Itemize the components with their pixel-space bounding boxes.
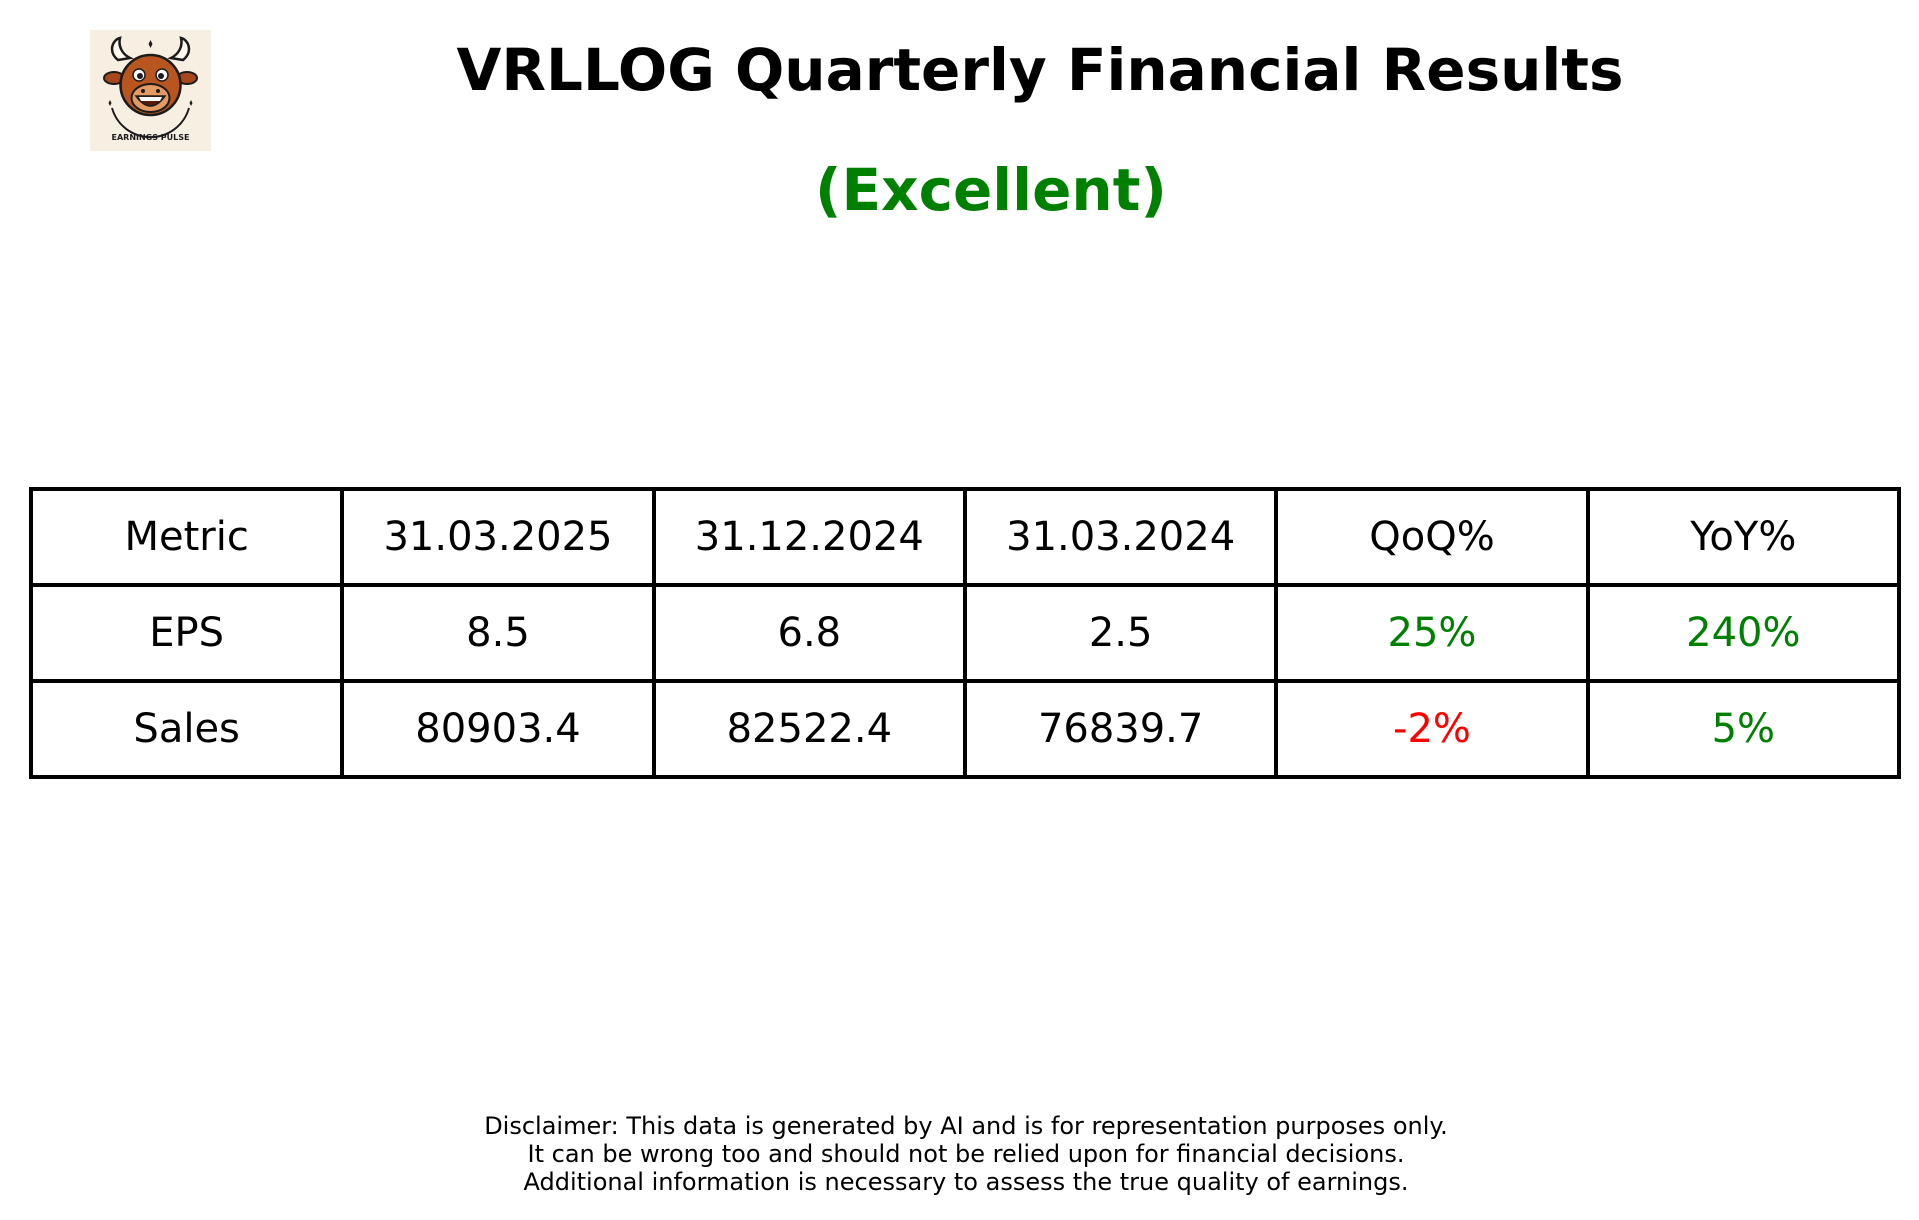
cell-sales-current: 80903.4 (340, 679, 656, 779)
cell-sales-qoq: -2% (1274, 679, 1590, 779)
header-cell-current-quarter: 31.03.2025 (340, 487, 656, 587)
cell-eps-previous: 6.8 (651, 583, 967, 683)
cell-eps-qoq: 25% (1274, 583, 1590, 683)
results-table: Metric 31.03.2025 31.12.2024 31.03.2024 … (28, 487, 1902, 779)
table-row-sales: Sales 80903.4 82522.4 76839.7 -2% 5% (28, 679, 1902, 779)
earnings-pulse-logo: EARNINGS PULSE (90, 30, 211, 151)
disclaimer: Disclaimer: This data is generated by AI… (0, 1112, 1919, 1196)
header-cell-year-ago-quarter: 31.03.2024 (962, 487, 1279, 587)
bull-mascot-icon: EARNINGS PULSE (90, 30, 211, 151)
rating-label: (Excellent) (815, 156, 1167, 224)
header-cell-qoq: QoQ% (1274, 487, 1590, 587)
disclaimer-line: Additional information is necessary to a… (523, 1168, 1409, 1196)
logo-text: EARNINGS PULSE (112, 133, 190, 142)
cell-sales-previous: 82522.4 (651, 679, 967, 779)
cell-eps-year-ago: 2.5 (962, 583, 1279, 683)
table-row-eps: EPS 8.5 6.8 2.5 25% 240% (28, 583, 1902, 683)
header-cell-previous-quarter: 31.12.2024 (651, 487, 967, 587)
header-cell-yoy: YoY% (1585, 487, 1902, 587)
cell-eps-current: 8.5 (340, 583, 656, 683)
disclaimer-line: Disclaimer: This data is generated by AI… (484, 1112, 1448, 1140)
header-cell-metric: Metric (28, 487, 345, 587)
table-header-row: Metric 31.03.2025 31.12.2024 31.03.2024 … (28, 487, 1902, 587)
cell-sales-metric: Sales (28, 679, 345, 779)
page-title: VRLLOG Quarterly Financial Results (456, 36, 1624, 104)
cell-sales-yoy: 5% (1585, 679, 1902, 779)
cell-eps-yoy: 240% (1585, 583, 1902, 683)
cell-eps-metric: EPS (28, 583, 345, 683)
cell-sales-year-ago: 76839.7 (962, 679, 1279, 779)
disclaimer-line: It can be wrong too and should not be re… (527, 1140, 1405, 1168)
